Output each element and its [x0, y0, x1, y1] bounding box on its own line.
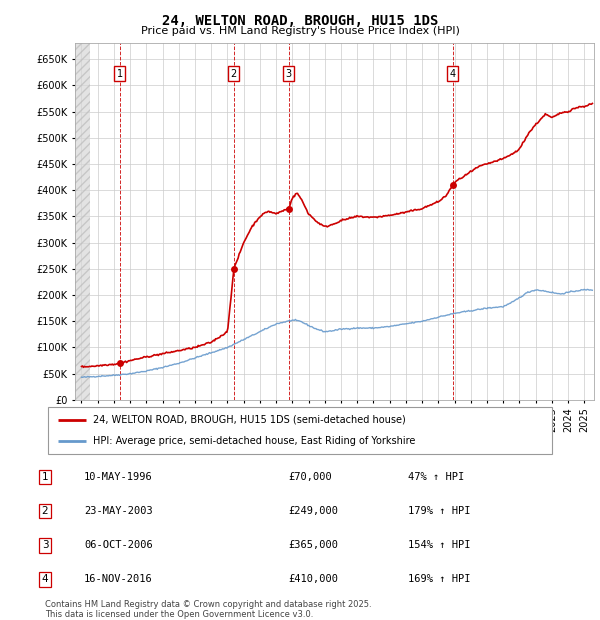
Text: HPI: Average price, semi-detached house, East Riding of Yorkshire: HPI: Average price, semi-detached house,…: [94, 436, 416, 446]
Text: 2: 2: [41, 506, 49, 516]
Text: 1: 1: [41, 472, 49, 482]
Text: 1: 1: [117, 69, 123, 79]
Text: £410,000: £410,000: [288, 574, 338, 585]
Text: 10-MAY-1996: 10-MAY-1996: [84, 472, 153, 482]
Text: 3: 3: [286, 69, 292, 79]
Text: 06-OCT-2006: 06-OCT-2006: [84, 540, 153, 551]
Point: [284, 203, 293, 213]
Point: [229, 264, 239, 274]
Text: 179% ↑ HPI: 179% ↑ HPI: [408, 506, 470, 516]
Text: Price paid vs. HM Land Registry's House Price Index (HPI): Price paid vs. HM Land Registry's House …: [140, 26, 460, 36]
Text: 47% ↑ HPI: 47% ↑ HPI: [408, 472, 464, 482]
Text: 24, WELTON ROAD, BROUGH, HU15 1DS: 24, WELTON ROAD, BROUGH, HU15 1DS: [162, 14, 438, 28]
Point: [448, 180, 457, 190]
Text: 154% ↑ HPI: 154% ↑ HPI: [408, 540, 470, 551]
Bar: [75, 43, 89, 400]
Text: 24, WELTON ROAD, BROUGH, HU15 1DS (semi-detached house): 24, WELTON ROAD, BROUGH, HU15 1DS (semi-…: [94, 415, 406, 425]
Text: 16-NOV-2016: 16-NOV-2016: [84, 574, 153, 585]
Text: 3: 3: [41, 540, 49, 551]
Text: £70,000: £70,000: [288, 472, 332, 482]
Text: Contains HM Land Registry data © Crown copyright and database right 2025.
This d: Contains HM Land Registry data © Crown c…: [45, 600, 371, 619]
Text: £249,000: £249,000: [288, 506, 338, 516]
Text: 2: 2: [230, 69, 237, 79]
Text: 169% ↑ HPI: 169% ↑ HPI: [408, 574, 470, 585]
Text: 4: 4: [41, 574, 49, 585]
Point: [115, 358, 125, 368]
FancyBboxPatch shape: [48, 407, 552, 454]
Text: £365,000: £365,000: [288, 540, 338, 551]
Text: 4: 4: [449, 69, 455, 79]
Text: 23-MAY-2003: 23-MAY-2003: [84, 506, 153, 516]
